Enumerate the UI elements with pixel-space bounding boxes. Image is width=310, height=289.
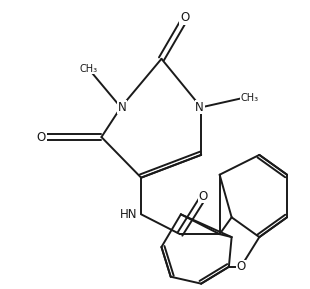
Text: O: O [37, 131, 46, 144]
Text: N: N [195, 101, 204, 114]
Text: CH₃: CH₃ [79, 64, 98, 74]
Text: O: O [236, 260, 246, 273]
Text: HN: HN [120, 208, 137, 221]
Text: N: N [118, 101, 127, 114]
Text: O: O [180, 11, 189, 24]
Text: CH₃: CH₃ [241, 93, 259, 103]
Text: O: O [198, 190, 208, 203]
